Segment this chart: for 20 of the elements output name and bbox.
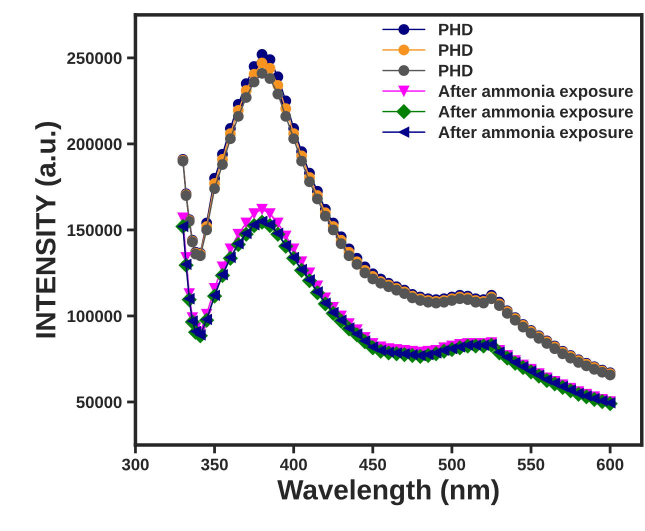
legend-label: PHD (439, 24, 473, 36)
y-tick-label: 50000 (76, 396, 122, 408)
x-tick-label: 300 (122, 458, 149, 470)
legend-label: After ammonia exposure (438, 84, 633, 100)
y-axis-title: INTENSITY (a.u.) (35, 122, 62, 338)
x-tick-label: 550 (518, 458, 544, 470)
x-tick-label: 600 (596, 458, 624, 470)
x-tick-label: 400 (280, 458, 307, 470)
legend-label: After ammonia exposure (438, 126, 633, 142)
x-tick-label: 500 (438, 458, 466, 470)
y-tick-label: 250000 (67, 52, 122, 64)
y-tick-label: 150000 (68, 224, 122, 236)
legend-label: PHD (439, 44, 473, 56)
y-tick-label: 100000 (68, 310, 122, 322)
x-axis-title: Wavelength (nm) (277, 479, 499, 506)
legend-label: PHD (439, 64, 473, 76)
x-tick-label: 350 (201, 458, 228, 470)
x-tick-label: 450 (359, 458, 386, 470)
y-tick-label: 200000 (67, 138, 122, 150)
legend-label: After ammonia exposure (438, 105, 633, 121)
